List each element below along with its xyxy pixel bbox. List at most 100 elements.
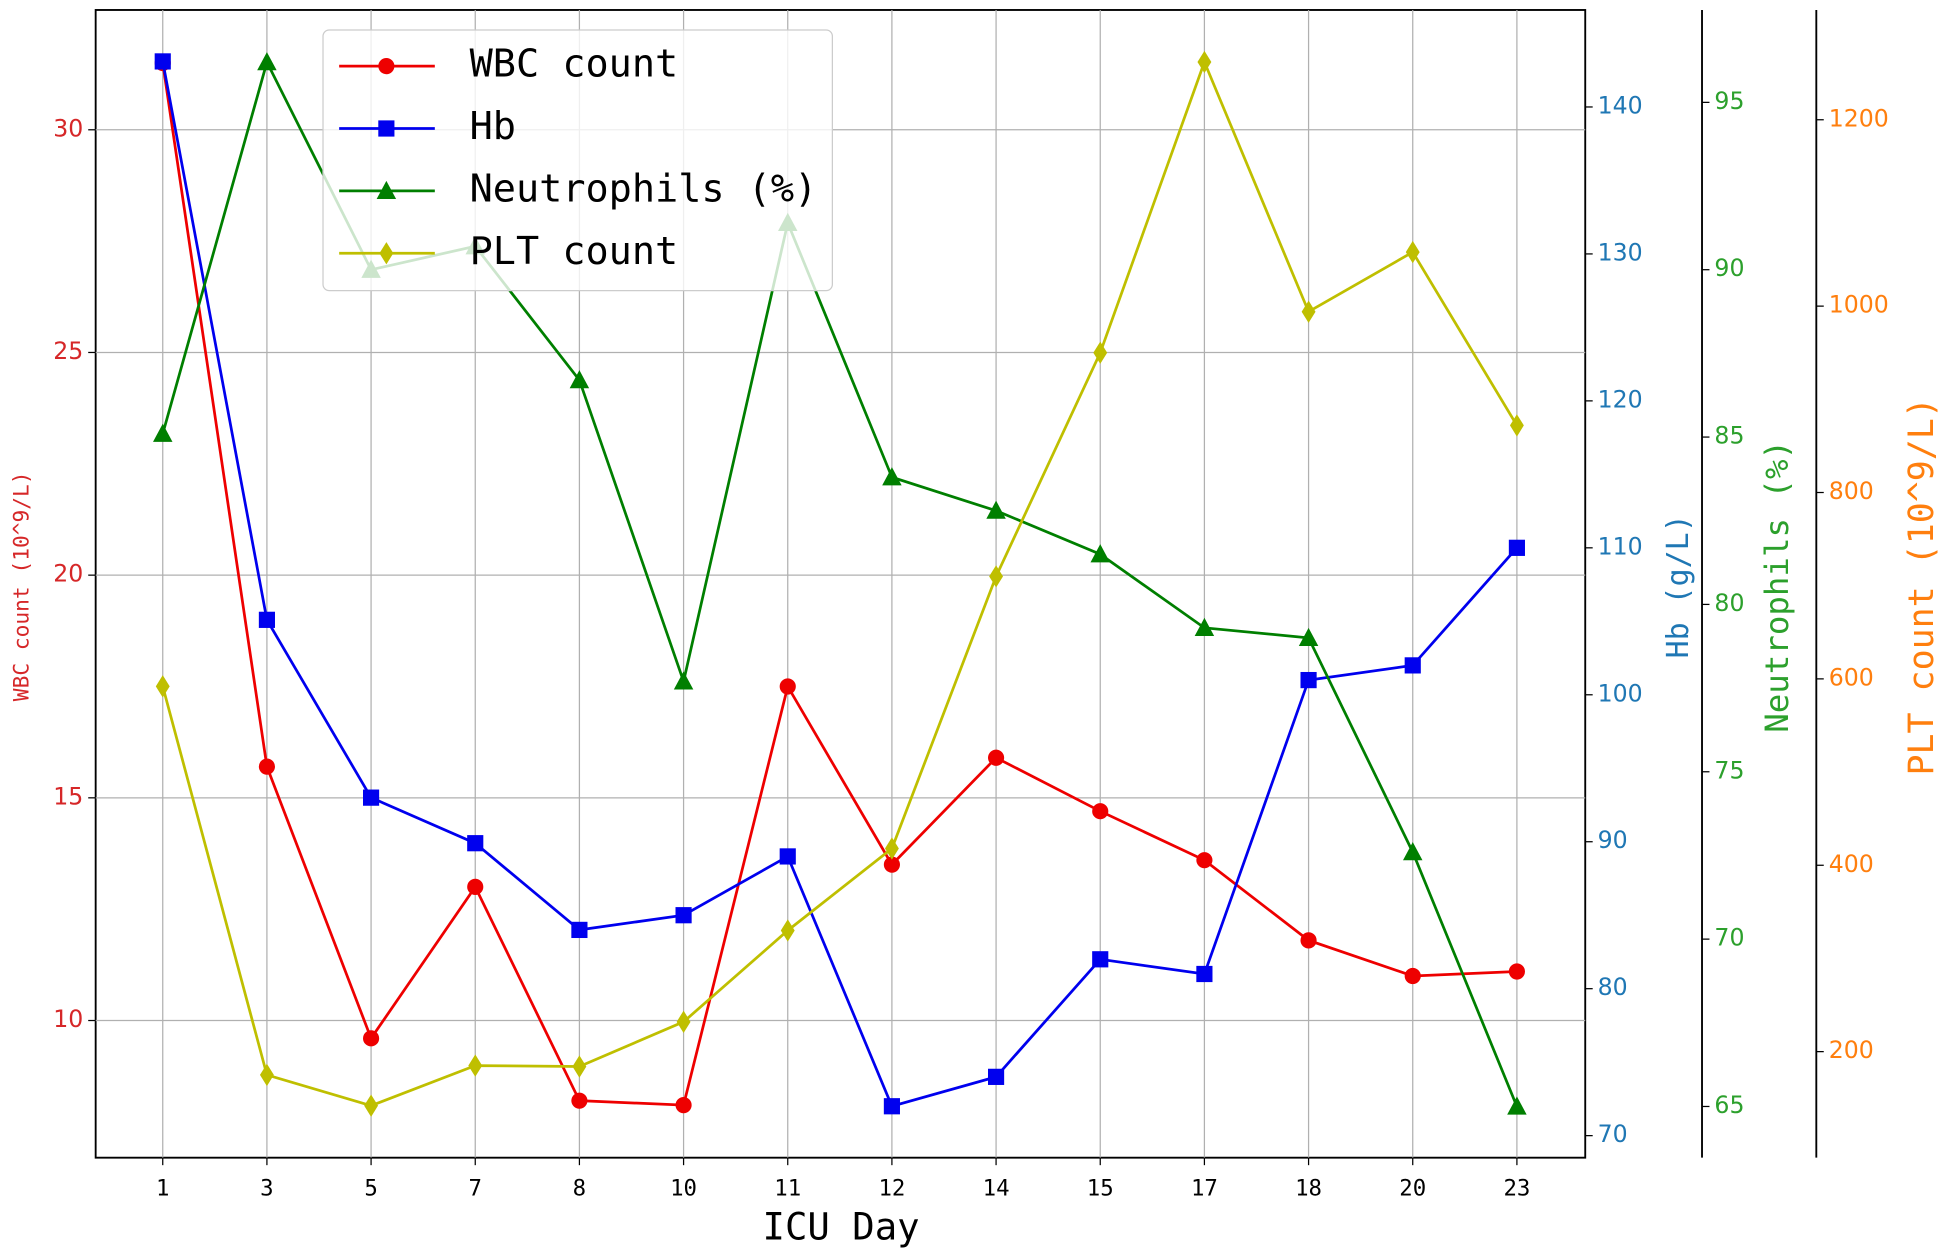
point	[780, 919, 795, 942]
point	[989, 565, 1004, 588]
x-tick-label: 14	[983, 1175, 1010, 1201]
point	[1298, 627, 1319, 646]
point	[258, 611, 275, 628]
y-tick-label: 1000	[1829, 291, 1889, 319]
y-axis-label: PLT count (10^9/L)	[1902, 397, 1942, 775]
y-tick-label: 85	[1714, 422, 1744, 450]
legend-label: PLT count	[470, 229, 679, 274]
point	[1194, 617, 1215, 636]
point	[1300, 671, 1317, 689]
point	[571, 921, 588, 939]
x-tick-label: 23	[1503, 1175, 1530, 1201]
y-tick-label: 110	[1598, 532, 1643, 560]
x-tick-label: 11	[774, 1175, 801, 1201]
y-tick-label: 15	[53, 782, 83, 810]
legend-box	[322, 29, 833, 292]
point	[363, 789, 380, 806]
point	[1300, 932, 1317, 949]
point	[155, 675, 170, 698]
point	[1197, 50, 1212, 74]
y-tick-label: 130	[1598, 238, 1643, 266]
point	[1301, 300, 1316, 323]
point	[1404, 967, 1421, 985]
point	[569, 370, 590, 389]
point	[1507, 1096, 1527, 1115]
point	[259, 1063, 274, 1087]
point	[883, 1098, 900, 1115]
point	[154, 53, 171, 70]
y-tick-label: 20	[53, 560, 83, 588]
plot-frame	[94, 9, 1587, 1159]
y-tick-label: 70	[1598, 1120, 1628, 1148]
point	[673, 671, 694, 690]
legend-marker	[378, 58, 395, 75]
y-tick-label: 30	[53, 114, 83, 142]
x-tick-label: 10	[670, 1175, 697, 1201]
y-tick-label: 70	[1714, 924, 1744, 952]
x-tick-label: 12	[878, 1175, 905, 1201]
point	[468, 1054, 483, 1077]
legend-label: Hb	[470, 104, 516, 149]
series-line	[161, 61, 1518, 1108]
x-tick-label: 1	[156, 1175, 169, 1201]
y-tick-label: 600	[1829, 663, 1874, 691]
point	[988, 749, 1005, 766]
point	[1404, 657, 1421, 674]
y-tick-label: 200	[1829, 1036, 1874, 1064]
y-tick-label: 90	[1598, 826, 1628, 854]
legend-marker	[379, 242, 394, 265]
y-tick-label: 80	[1598, 973, 1628, 1001]
y-tick-label: 10	[53, 1005, 83, 1033]
point	[675, 1097, 692, 1114]
point	[1092, 951, 1109, 968]
point	[571, 1092, 588, 1109]
legend-marker	[378, 120, 395, 137]
point	[779, 678, 796, 695]
legend: WBC count Hb Neutrophils (%) PLT count	[322, 29, 833, 292]
y-tick-label: 800	[1829, 477, 1874, 505]
y-tick-label: 65	[1714, 1091, 1744, 1119]
y-tick-label: 1200	[1829, 104, 1889, 132]
point	[364, 1094, 379, 1117]
legend-label: Neutrophils (%)	[470, 166, 818, 211]
y-tick-label: 140	[1598, 91, 1643, 119]
point	[988, 1068, 1005, 1085]
y-axis-label: Neutrophils (%)	[1758, 440, 1796, 733]
point	[1092, 803, 1109, 820]
x-tick-label: 20	[1399, 1175, 1426, 1201]
point	[779, 848, 796, 865]
y-axis-label: Hb (g/L)	[1661, 514, 1696, 658]
y-tick-label: 400	[1829, 850, 1874, 878]
point	[1405, 240, 1420, 264]
y-tick-label: 80	[1714, 589, 1744, 617]
y-tick-label: 75	[1714, 756, 1744, 784]
point	[258, 758, 275, 775]
y-tick-label: 95	[1714, 87, 1744, 115]
x-tick-label: 17	[1191, 1175, 1218, 1201]
point	[1090, 544, 1110, 563]
point	[363, 1030, 380, 1047]
point	[884, 837, 899, 860]
x-tick-label: 3	[260, 1175, 273, 1201]
x-tick-label: 15	[1087, 1175, 1114, 1201]
point	[882, 467, 902, 486]
y-tick-label: 100	[1598, 679, 1643, 707]
x-tick-label: 8	[573, 1175, 586, 1201]
point	[467, 835, 484, 852]
point	[467, 878, 484, 896]
point	[1403, 842, 1423, 861]
point	[257, 52, 277, 71]
point	[1508, 539, 1525, 556]
legend-marker	[376, 180, 397, 199]
point	[1196, 852, 1213, 869]
x-tick-label: 5	[364, 1175, 377, 1201]
point	[1508, 963, 1525, 980]
series-line	[161, 58, 1519, 1108]
point	[572, 1055, 587, 1078]
y-tick-label: 90	[1714, 254, 1744, 282]
x-tick-label: 7	[469, 1175, 482, 1201]
y-tick-label: 25	[53, 337, 83, 365]
x-axis-label: ICU Day	[763, 1204, 920, 1248]
point	[676, 1010, 691, 1033]
